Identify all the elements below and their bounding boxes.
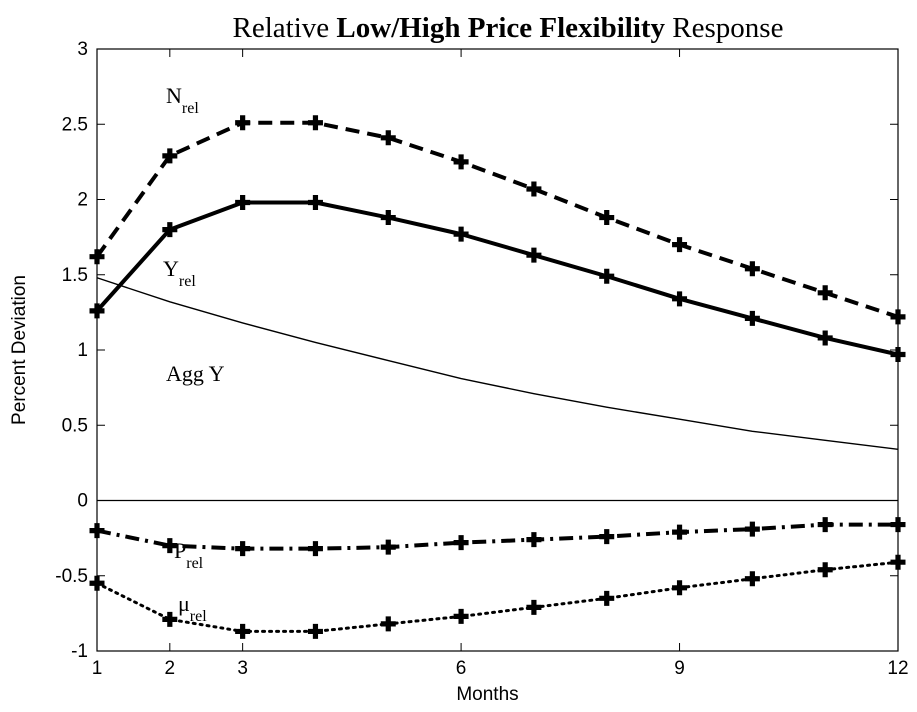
series-label-name: N [166, 83, 182, 108]
y-axis-ticks: -1 -0.5 0 0.5 1 1.5 2 2.5 3 [55, 39, 898, 662]
series-line [96, 277, 899, 451]
series-line [95, 200, 899, 357]
series-label-name: P [174, 538, 186, 563]
data-point-marker [744, 310, 760, 326]
series-label-subscript: rel [186, 555, 203, 572]
data-point-marker [744, 571, 760, 587]
chart-title-part: Low/High Price Flexibility [336, 12, 665, 44]
x-tick-label: 1 [92, 658, 103, 679]
y-tick-label: -1 [71, 641, 88, 662]
y-axis-label: Percent Deviation [9, 275, 30, 425]
y-tick-label: 1 [77, 340, 88, 361]
data-point-marker [599, 210, 615, 226]
data-point-marker [744, 521, 760, 537]
data-point-marker [817, 330, 833, 346]
data-point-marker [599, 529, 615, 545]
data-point-marker [380, 539, 396, 555]
data-point-marker [307, 623, 323, 639]
series-label-subscript: rel [179, 273, 196, 290]
data-point-marker [380, 210, 396, 226]
data-point-marker [453, 226, 469, 242]
series-label-2: Yrel [163, 256, 196, 290]
x-tick-label: 3 [237, 658, 248, 679]
data-point-marker [453, 608, 469, 624]
series-1 [89, 115, 906, 325]
series-label-5: μrel [178, 591, 207, 625]
data-point-marker [235, 195, 251, 211]
data-point-marker [235, 541, 251, 557]
data-point-marker [162, 538, 178, 554]
x-tick-label: 2 [165, 658, 176, 679]
data-point-marker [526, 181, 542, 197]
x-tick-label: 9 [674, 658, 685, 679]
data-point-marker [526, 532, 542, 548]
series-line [95, 560, 900, 633]
series-line [96, 522, 898, 551]
data-point-marker [453, 154, 469, 170]
data-point-marker [380, 616, 396, 632]
data-point-marker [672, 291, 688, 307]
x-axis-label: Months [456, 684, 518, 705]
chart-title-part: Relative [233, 12, 337, 44]
series-label-name: μ [178, 591, 190, 616]
data-point-marker [817, 562, 833, 578]
series-label-subscript: rel [182, 100, 199, 117]
y-tick-label: 3 [77, 39, 88, 60]
data-point-marker [817, 517, 833, 533]
y-tick-label: 2.5 [62, 114, 88, 135]
data-point-marker [672, 580, 688, 596]
data-point-marker [672, 524, 688, 540]
data-point-marker [162, 222, 178, 238]
data-point-marker [235, 115, 251, 131]
data-point-marker [162, 148, 178, 164]
x-axis-ticks: 1 2 3 6 9 12 [92, 49, 909, 679]
data-point-marker [599, 268, 615, 284]
data-point-marker [235, 623, 251, 639]
y-tick-label: 0 [77, 491, 88, 512]
data-point-marker [307, 541, 323, 557]
series-label-4: Prel [174, 538, 204, 572]
data-point-marker [526, 247, 542, 263]
series-line [95, 120, 899, 319]
y-tick-label: 1.5 [62, 265, 88, 286]
plot-frame [96, 48, 899, 652]
chart-title: Relative Low/High Price Flexibility Resp… [233, 12, 784, 44]
series-3 [96, 277, 899, 451]
data-point-marker [744, 261, 760, 277]
data-point-marker [817, 285, 833, 301]
series-label-name: Y [163, 256, 179, 281]
y-tick-label: 2 [77, 190, 88, 211]
y-tick-label: -0.5 [55, 566, 88, 587]
chart-title-part: Response [665, 12, 783, 44]
series-label-3: Agg Y [166, 361, 225, 386]
series-label-subscript: rel [190, 608, 207, 625]
data-point-marker [599, 590, 615, 606]
x-tick-label: 12 [887, 658, 908, 679]
data-point-marker [307, 115, 323, 131]
data-point-marker [453, 535, 469, 551]
data-point-marker [526, 599, 542, 615]
data-point-marker [380, 130, 396, 146]
data-point-marker [162, 611, 178, 627]
x-tick-label: 6 [456, 658, 467, 679]
series-label-1: Nrel [166, 83, 199, 117]
y-tick-label: 0.5 [62, 415, 88, 436]
series-5 [89, 554, 906, 639]
data-point-marker [672, 237, 688, 253]
series-label-name: Agg Y [166, 361, 225, 386]
data-point-marker [307, 195, 323, 211]
series-4 [89, 517, 906, 557]
